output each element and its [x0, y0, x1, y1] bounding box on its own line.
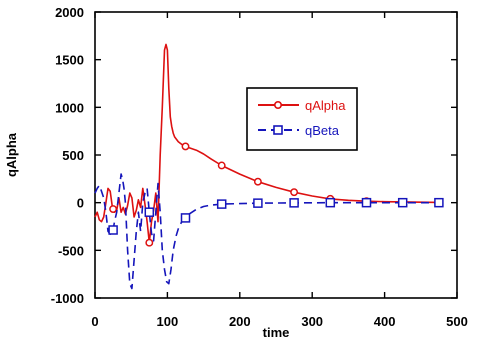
y-tick-label: -500: [58, 243, 84, 258]
data-point-qbeta: [397, 197, 408, 208]
data-point-qalpha: [217, 161, 226, 170]
legend: qAlpha qBeta: [246, 87, 358, 151]
y-tick-label: -1000: [51, 291, 84, 306]
data-point-qalpha: [145, 238, 154, 247]
y-tick-label: 0: [77, 196, 84, 211]
legend-label-qbeta: qBeta: [305, 123, 340, 138]
y-axis-title: qAlpha: [4, 132, 19, 177]
x-tick-label: 500: [446, 314, 468, 329]
data-point-qbeta: [144, 207, 155, 217]
data-point-qalpha: [109, 205, 118, 213]
plot-frame: [94, 11, 458, 299]
data-point-qbeta: [289, 198, 299, 208]
legend-marker-qalpha: [273, 101, 282, 110]
data-point-qbeta: [108, 225, 118, 235]
data-point-qbeta: [434, 197, 444, 208]
data-point-qalpha: [290, 188, 299, 197]
x-tick-label: 300: [301, 314, 323, 329]
data-point-qbeta: [325, 197, 336, 208]
y-tick-label: 500: [62, 148, 84, 163]
y-tick-label: 1000: [55, 100, 84, 115]
data-point-qalpha: [253, 177, 262, 186]
x-tick-label: 100: [157, 314, 179, 329]
data-point-qbeta: [361, 197, 372, 208]
x-tick-label: 200: [229, 314, 251, 329]
data-point-qbeta: [180, 213, 191, 223]
legend-box: [246, 87, 358, 151]
x-tick-label: 400: [374, 314, 396, 329]
data-point-qbeta: [253, 198, 263, 208]
data-point-qbeta: [216, 199, 227, 209]
data-point-qalpha: [181, 142, 190, 151]
y-tick-label: 2000: [55, 5, 84, 20]
x-axis-title: time: [263, 325, 290, 340]
axis-ticks: 0 100 200 300 400 500 -1000 -500 0 500 1000 1500 200…: [51, 5, 468, 329]
legend-marker-qbeta: [273, 125, 283, 135]
legend-label-qalpha: qAlpha: [305, 98, 346, 113]
series-line-qbeta: [94, 173, 443, 290]
x-tick-label: 0: [91, 314, 98, 329]
y-tick-label: 1500: [55, 53, 84, 68]
series-layer: [94, 43, 444, 290]
